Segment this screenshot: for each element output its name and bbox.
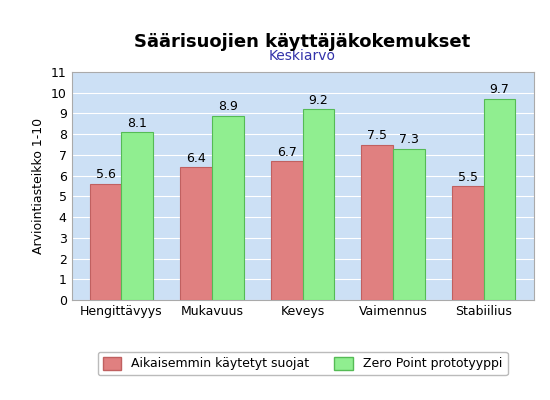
Bar — [212, 116, 244, 300]
Text: 9.2: 9.2 — [309, 94, 328, 107]
Bar — [302, 109, 334, 300]
Title: Säärisuojien käyttäjäkokemukset: Säärisuojien käyttäjäkokemukset — [134, 33, 471, 51]
Text: 9.7: 9.7 — [490, 84, 509, 96]
Bar — [271, 161, 303, 300]
Text: 5.5: 5.5 — [458, 170, 478, 184]
Bar — [180, 167, 212, 300]
Text: 6.4: 6.4 — [186, 152, 206, 165]
Bar — [452, 186, 483, 300]
Bar — [393, 149, 425, 300]
Text: 7.5: 7.5 — [367, 129, 387, 142]
Y-axis label: Arviointiasteikko 1-10: Arviointiasteikko 1-10 — [32, 118, 45, 254]
Text: 8.9: 8.9 — [218, 100, 238, 113]
Text: 7.3: 7.3 — [399, 133, 419, 146]
Legend: Aikaisemmin käytetyt suojat, Zero Point prototyyppi: Aikaisemmin käytetyt suojat, Zero Point … — [97, 352, 508, 376]
Text: 5.6: 5.6 — [96, 168, 115, 182]
Text: Keskiarvo: Keskiarvo — [269, 49, 336, 63]
Text: 6.7: 6.7 — [277, 146, 296, 159]
Bar — [122, 132, 153, 300]
Bar — [483, 99, 515, 300]
Bar — [361, 144, 393, 300]
Text: 8.1: 8.1 — [127, 117, 147, 130]
Bar — [90, 184, 122, 300]
